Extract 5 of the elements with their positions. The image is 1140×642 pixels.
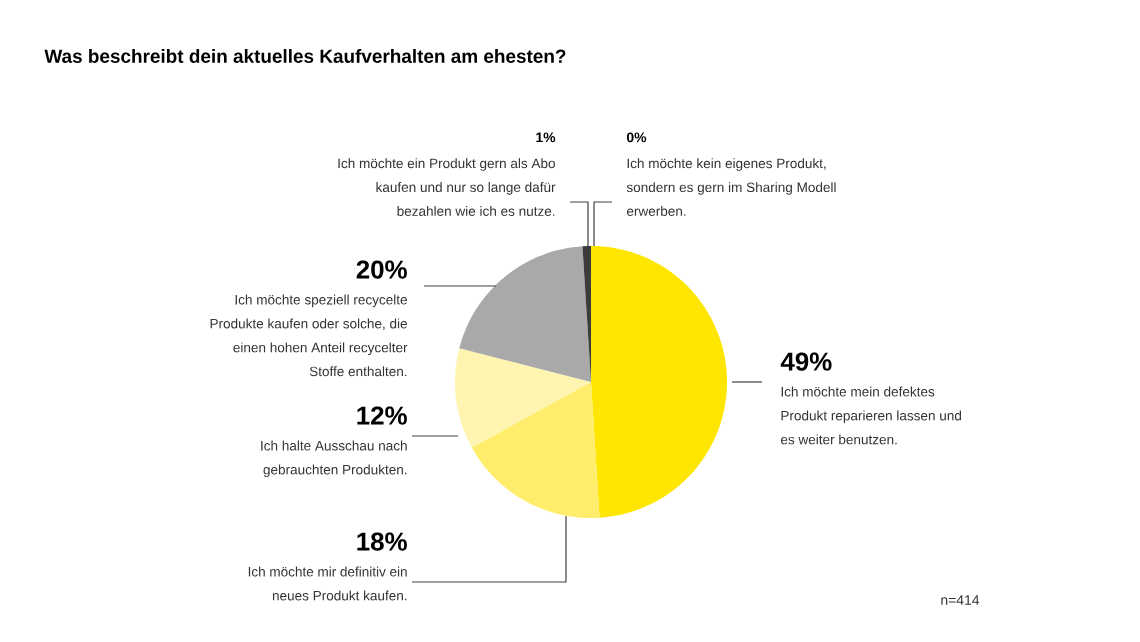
chart-title: Was beschreibt dein aktuelles Kaufverhalten am ehesten? xyxy=(44,49,566,63)
data-label: 20% xyxy=(356,260,407,279)
data-label: 49% xyxy=(780,352,832,371)
data-label: 18% xyxy=(357,532,407,551)
data-label: 12% xyxy=(357,406,407,425)
